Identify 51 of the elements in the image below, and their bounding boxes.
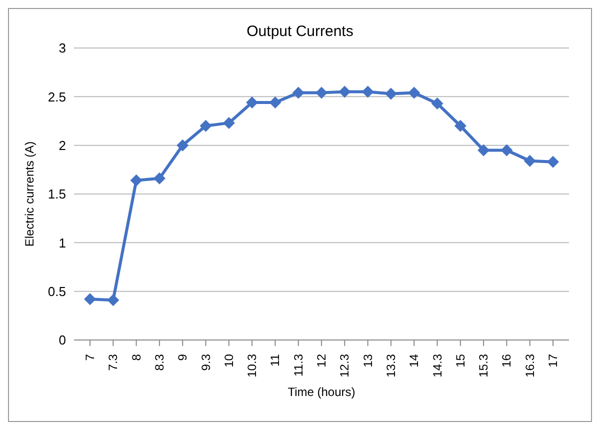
- point: [316, 86, 328, 99]
- chart-title: Output Currents: [246, 23, 354, 40]
- x-tick-label: 16.3: [522, 354, 537, 378]
- point: [454, 120, 466, 132]
- point: [431, 97, 444, 110]
- x-tick-label: 11: [268, 354, 282, 366]
- point: [130, 174, 142, 186]
- x-tick-label: 9: [176, 354, 190, 361]
- x-tick-label: 9.3: [198, 354, 213, 371]
- point: [84, 293, 96, 306]
- point: [500, 144, 513, 156]
- point: [408, 86, 420, 99]
- x-tick-label: 10.3: [245, 354, 260, 378]
- point: [362, 86, 374, 98]
- x-tick-label: 7: [83, 354, 97, 361]
- y-axis-title: Electric currents (A): [22, 141, 36, 247]
- point: [269, 96, 282, 109]
- x-tick-label: 13: [360, 354, 375, 368]
- x-tick-label: 14.3: [430, 354, 444, 378]
- x-tick-label: 16: [500, 354, 514, 368]
- x-tick-label: 12.3: [338, 354, 352, 378]
- y-tick-label: 1.5: [48, 186, 66, 202]
- y-tick-label: 2.5: [48, 89, 66, 104]
- x-tick-label: 13.3: [384, 354, 398, 378]
- x-axis-title: Time (hours): [288, 385, 356, 399]
- x-tick-label: 14: [407, 354, 422, 368]
- point: [524, 154, 536, 167]
- x-tick-label: 8.3: [152, 354, 166, 371]
- y-tick-label: 0: [58, 332, 66, 348]
- y-tick-label: 1: [58, 235, 66, 250]
- point: [107, 294, 120, 306]
- point: [547, 156, 559, 168]
- y-tick-label: 3: [58, 40, 66, 56]
- point: [200, 120, 212, 132]
- point: [384, 88, 397, 100]
- x-tick-label: 11.3: [291, 354, 306, 376]
- x-tick-label: 7.3: [106, 354, 120, 371]
- y-tick-label: 0.5: [48, 284, 66, 299]
- x-tick-label: 15.3: [476, 354, 491, 378]
- y-tick-label: 2: [58, 138, 66, 153]
- x-tick-label: 17: [546, 354, 560, 368]
- point: [153, 172, 166, 184]
- x-tick-label: 10: [222, 354, 236, 368]
- point: [176, 139, 189, 152]
- x-tick-label: 8: [129, 354, 144, 361]
- x-tick-label: 12: [314, 354, 328, 368]
- x-tick-label: 15: [453, 354, 468, 368]
- point: [338, 86, 351, 98]
- point: [222, 116, 235, 129]
- point: [478, 144, 490, 156]
- point: [292, 86, 304, 99]
